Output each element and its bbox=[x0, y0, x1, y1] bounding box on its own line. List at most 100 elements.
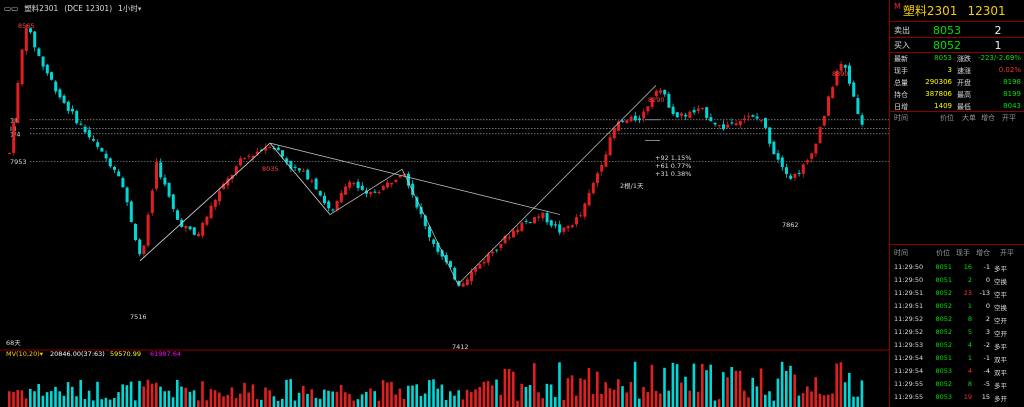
measure-label: +61 0.77% bbox=[655, 162, 691, 170]
tick-qty: 4 bbox=[967, 367, 972, 375]
candle-body bbox=[478, 264, 482, 269]
volume-bar bbox=[58, 391, 61, 407]
tick-row[interactable]: 11:29:53 8052 4 -2 多平 bbox=[890, 338, 1024, 353]
volume-bar bbox=[306, 393, 309, 407]
volume-bar bbox=[810, 391, 813, 407]
volume-bar bbox=[642, 387, 645, 407]
tick-time: 11:29:50 bbox=[894, 263, 924, 271]
candle-body bbox=[79, 123, 83, 125]
volume-bar bbox=[608, 388, 612, 407]
tick-row[interactable]: 11:29:55 8053 19 15 多开 bbox=[890, 390, 1024, 405]
price-label: 7412 bbox=[452, 343, 469, 351]
volume-bar bbox=[638, 398, 641, 407]
volume-bar bbox=[45, 392, 49, 407]
candle-body bbox=[163, 177, 167, 185]
volume-bar bbox=[289, 379, 292, 407]
tick-header-time: 时间 bbox=[894, 249, 908, 257]
volume-bar bbox=[717, 399, 721, 407]
volume-bar bbox=[432, 379, 435, 407]
tick-row[interactable]: 11:29:52 8052 5 3 空开 bbox=[890, 325, 1024, 340]
candle-body bbox=[310, 180, 314, 182]
tick-row[interactable]: 11:29:51 8052 1 0 空换 bbox=[890, 299, 1024, 314]
volume-bar bbox=[575, 395, 578, 407]
tick-qty: 8 bbox=[967, 315, 972, 323]
candle-body bbox=[407, 173, 410, 186]
measure-label: +92 1.15% bbox=[655, 154, 691, 162]
volume-bar bbox=[579, 378, 582, 407]
candle-body bbox=[667, 93, 671, 108]
volume-bar bbox=[407, 385, 410, 407]
volume-bar bbox=[449, 391, 452, 407]
volume-bar bbox=[709, 364, 712, 407]
candle-body bbox=[461, 283, 465, 287]
candle-body bbox=[835, 71, 839, 86]
sell-quote[interactable]: 卖出 8053 2 bbox=[890, 22, 1024, 38]
candle-body bbox=[213, 199, 217, 207]
candle-body bbox=[117, 171, 121, 177]
days-label: 68天 bbox=[6, 339, 21, 347]
tick-row[interactable]: 11:29:54 8051 1 -1 双平 bbox=[890, 351, 1024, 366]
tick-header-type: 开平 bbox=[1000, 249, 1014, 257]
tick-row[interactable]: 11:29:55 8052 8 -5 多平 bbox=[890, 377, 1024, 392]
volume-bar bbox=[768, 391, 771, 407]
volume-bar bbox=[365, 391, 368, 407]
volume-bar bbox=[360, 394, 364, 407]
divider bbox=[890, 52, 1024, 53]
volume-bar bbox=[705, 370, 708, 407]
volume-bar bbox=[310, 389, 313, 407]
volume-bar bbox=[587, 368, 591, 407]
price-level-label: 1/4 bbox=[10, 130, 20, 138]
candle-body bbox=[83, 126, 87, 133]
volume-bar bbox=[398, 388, 402, 407]
candle-body bbox=[852, 82, 856, 97]
period-select[interactable]: 1小时▾ bbox=[118, 3, 141, 14]
tick-row[interactable]: 11:29:52 8052 8 2 空开 bbox=[890, 312, 1024, 327]
volume-bar bbox=[801, 393, 805, 407]
tick-price: 8053 bbox=[935, 367, 952, 375]
candle-body bbox=[806, 160, 809, 163]
volume-bar bbox=[520, 383, 523, 407]
volume-bar bbox=[239, 393, 242, 407]
candle-body bbox=[356, 181, 360, 188]
tick-row[interactable]: 11:29:51 8052 23 -13 空平 bbox=[890, 286, 1024, 301]
stat-label: 涨跌 bbox=[957, 55, 971, 63]
tick-row[interactable]: 11:29:50 8051 16 -1 多平 bbox=[890, 260, 1024, 275]
candles bbox=[8, 24, 864, 288]
volume-bar bbox=[806, 386, 809, 407]
candle-body bbox=[617, 121, 620, 131]
volume-bar bbox=[474, 389, 477, 407]
candle-body bbox=[591, 182, 595, 194]
tick-time: 11:29:52 bbox=[894, 328, 924, 336]
volume-bar bbox=[230, 387, 234, 407]
buy-label: 买入 bbox=[894, 40, 910, 50]
buy-quote[interactable]: 买入 8052 1 bbox=[890, 37, 1024, 53]
volume-bar bbox=[352, 400, 355, 407]
candle-body bbox=[818, 126, 822, 143]
candle-body bbox=[12, 122, 16, 153]
stat-label: 最低 bbox=[957, 103, 971, 111]
volume-bar bbox=[100, 399, 103, 407]
candle-body bbox=[499, 243, 503, 248]
volume-bar bbox=[827, 394, 830, 407]
candle-body bbox=[255, 151, 259, 155]
trendline bbox=[139, 142, 271, 262]
volume-bar bbox=[104, 397, 108, 407]
bars-icon[interactable]: ▭▭ bbox=[4, 3, 19, 13]
candle-body bbox=[730, 122, 734, 124]
symbol-label[interactable]: 塑料2301 bbox=[24, 3, 59, 13]
tick-time: 11:29:54 bbox=[894, 354, 924, 362]
volume-bar bbox=[335, 391, 339, 407]
volume-bar bbox=[436, 388, 439, 407]
volume-bar bbox=[222, 396, 225, 407]
candle-body bbox=[789, 175, 793, 179]
volume-bar bbox=[457, 390, 460, 407]
tick-row[interactable]: 11:29:54 8053 4 -4 双平 bbox=[890, 364, 1024, 379]
sell-qty: 2 bbox=[994, 23, 1002, 37]
tick-row[interactable]: 11:29:50 8051 2 0 空换 bbox=[890, 273, 1024, 288]
volume-bar bbox=[125, 385, 129, 407]
candle-body bbox=[24, 28, 28, 51]
volume-bar bbox=[659, 393, 662, 407]
candle-body bbox=[146, 214, 150, 246]
candle-body bbox=[96, 142, 100, 147]
